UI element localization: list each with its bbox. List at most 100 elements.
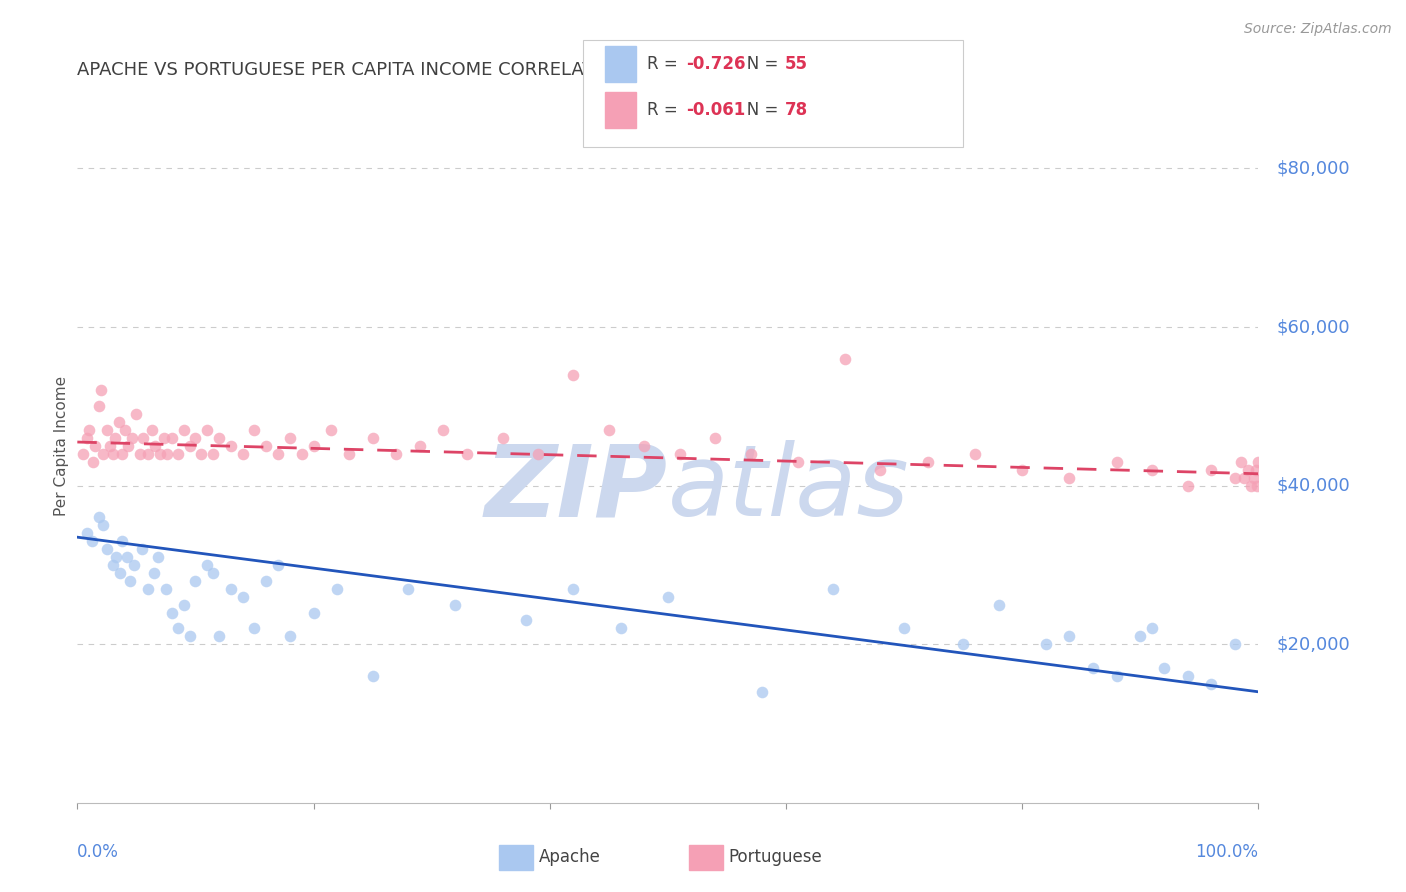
Point [104, 431, 127, 445]
Text: $80,000: $80,000 [1277, 160, 1350, 178]
Point [160, 431, 183, 445]
Point [76, 431, 98, 445]
Point [1081, 661, 1104, 675]
Point [96, 423, 118, 437]
Point [657, 590, 679, 604]
Point [668, 447, 690, 461]
Point [232, 590, 254, 604]
Point [160, 606, 183, 620]
Point [122, 558, 145, 572]
Point [72, 447, 94, 461]
Point [361, 431, 384, 445]
Point [1199, 463, 1222, 477]
Text: Portuguese: Portuguese [728, 848, 823, 866]
Point [91, 518, 114, 533]
Point [219, 439, 242, 453]
Point [141, 423, 163, 437]
Point [117, 439, 139, 453]
Point [409, 439, 432, 453]
Point [1105, 669, 1128, 683]
Point [291, 447, 314, 461]
Point [173, 423, 195, 437]
Point [208, 629, 231, 643]
Text: Source: ZipAtlas.com: Source: ZipAtlas.com [1244, 22, 1392, 37]
Point [80, 534, 103, 549]
Y-axis label: Per Capita Income: Per Capita Income [53, 376, 69, 516]
Text: N =: N = [731, 55, 783, 73]
Point [87, 400, 110, 414]
Point [1199, 677, 1222, 691]
Point [396, 582, 419, 596]
Point [1247, 455, 1270, 469]
Point [96, 542, 118, 557]
Point [90, 384, 112, 398]
Point [278, 629, 301, 643]
Point [84, 439, 107, 453]
Point [219, 582, 242, 596]
Point [1035, 637, 1057, 651]
Point [869, 463, 891, 477]
Point [101, 447, 124, 461]
Point [267, 447, 290, 461]
Point [111, 447, 134, 461]
Point [1229, 455, 1251, 469]
Point [1177, 669, 1199, 683]
Point [184, 431, 207, 445]
Point [87, 510, 110, 524]
Point [786, 455, 808, 469]
Point [152, 431, 174, 445]
Point [111, 534, 134, 549]
Point [254, 574, 277, 588]
Point [527, 447, 550, 461]
Point [1011, 463, 1033, 477]
Point [1140, 621, 1163, 635]
Text: N =: N = [731, 101, 783, 120]
Point [1177, 478, 1199, 492]
Point [751, 685, 773, 699]
Text: $40,000: $40,000 [1277, 476, 1350, 495]
Point [361, 669, 384, 683]
Point [107, 415, 129, 429]
Point [146, 549, 169, 564]
Text: atlas: atlas [668, 441, 910, 537]
Point [120, 574, 142, 588]
Text: ZIP: ZIP [485, 441, 668, 537]
Text: R =: R = [647, 55, 683, 73]
Point [136, 447, 159, 461]
Point [149, 447, 172, 461]
Point [609, 621, 631, 635]
Point [1129, 629, 1152, 643]
Point [166, 621, 188, 635]
Point [1246, 478, 1268, 492]
Point [267, 558, 290, 572]
Point [456, 447, 478, 461]
Point [1244, 463, 1267, 477]
Point [195, 558, 218, 572]
Point [302, 439, 325, 453]
Point [598, 423, 620, 437]
Text: -0.726: -0.726 [686, 55, 745, 73]
Point [952, 637, 974, 651]
Text: Apache: Apache [538, 848, 600, 866]
Point [337, 447, 360, 461]
Text: $60,000: $60,000 [1277, 318, 1350, 336]
Point [740, 447, 762, 461]
Point [143, 439, 166, 453]
Point [190, 447, 212, 461]
Point [232, 447, 254, 461]
Point [893, 621, 915, 635]
Point [132, 431, 155, 445]
Point [302, 606, 325, 620]
Text: APACHE VS PORTUGUESE PER CAPITA INCOME CORRELATION CHART: APACHE VS PORTUGUESE PER CAPITA INCOME C… [77, 62, 693, 79]
Text: R =: R = [647, 101, 683, 120]
Point [491, 431, 513, 445]
Point [166, 447, 188, 461]
Point [156, 447, 179, 461]
Point [202, 447, 225, 461]
Point [987, 598, 1010, 612]
Point [1059, 471, 1081, 485]
Point [1233, 471, 1256, 485]
Point [91, 447, 114, 461]
Point [100, 439, 122, 453]
Point [108, 566, 131, 580]
